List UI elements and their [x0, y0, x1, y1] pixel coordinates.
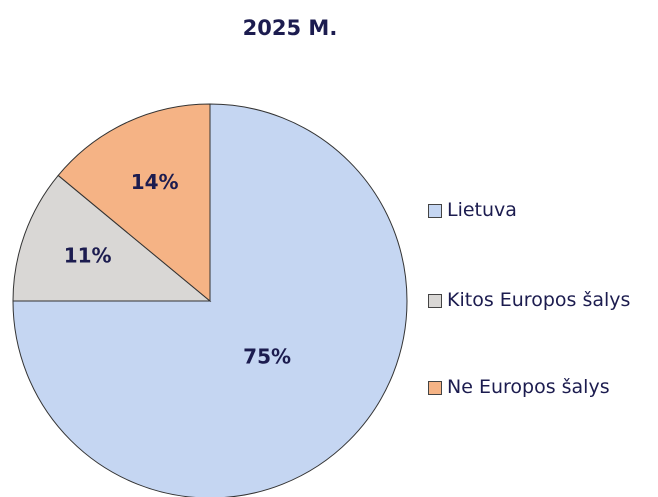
- legend-item: Lietuva: [426, 198, 647, 222]
- legend-label: Lietuva: [447, 199, 517, 221]
- chart-title: 2025 M.: [243, 16, 338, 40]
- legend-swatch: [428, 294, 442, 308]
- legend-swatch: [428, 381, 442, 395]
- pie-slice: [57, 103, 211, 303]
- legend-label: Ne Europos šalys: [447, 376, 610, 398]
- data-label: 75%: [243, 345, 291, 369]
- legend-swatch: [428, 204, 442, 218]
- pie-slice: [12, 103, 408, 497]
- legend-label: Kitos Europos šalys: [447, 289, 631, 311]
- legend-item: Ne Europos šalys: [426, 375, 647, 399]
- legend-item: Kitos Europos šalys: [426, 288, 647, 312]
- pie-slice: [12, 174, 212, 302]
- data-label: 14%: [131, 170, 179, 194]
- data-label: 11%: [64, 243, 112, 267]
